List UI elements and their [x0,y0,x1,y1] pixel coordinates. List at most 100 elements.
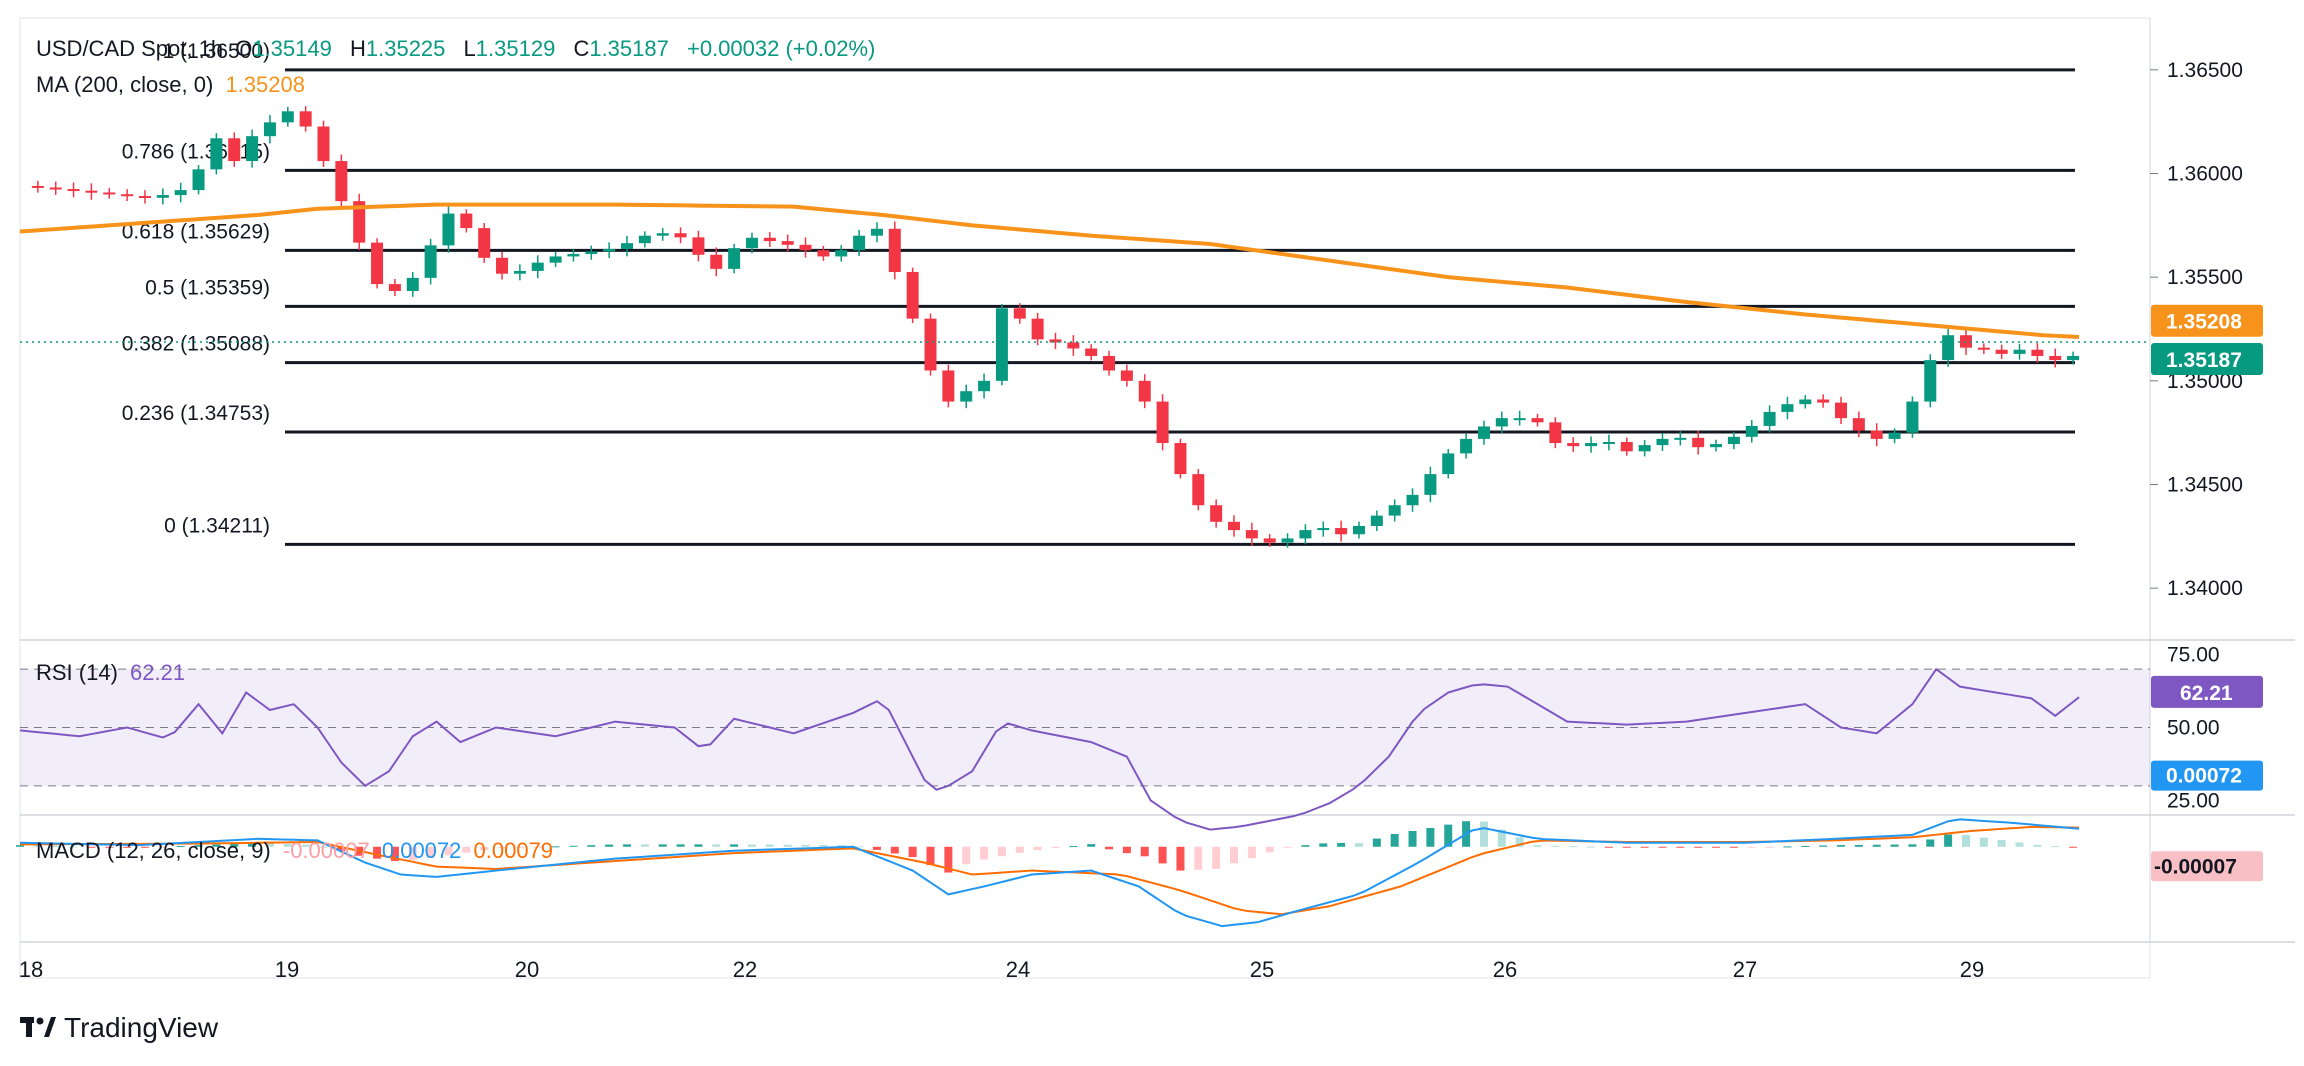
candle-up [995,308,1008,381]
macd-legend[interactable]: MACD (12, 26, close, 9) -0.00007 0.00072… [36,838,559,864]
x-tick-label: 25 [1250,957,1274,982]
open-value: 1.35149 [252,36,332,61]
candle-up [567,253,580,257]
price-badge [2151,304,2263,337]
macd-histogram-bar [819,844,828,847]
candle-down [1049,339,1062,343]
macd-histogram-bar [1033,846,1042,851]
candle-down [1835,402,1848,419]
macd-histogram-bar [480,846,489,851]
macd-histogram-bar [1230,846,1239,864]
macd-histogram-bar [1497,829,1506,847]
rsi-badge [2151,675,2263,708]
macd-histogram-bar [1087,844,1096,847]
macd-histogram-bar [140,846,149,848]
ohlc-legend: USD/CAD Spot, 1h O1.35149 H1.35225 L1.35… [36,36,881,62]
candle-up [585,251,598,254]
candle-down [67,189,80,192]
candle-down [353,201,366,243]
macd-histogram-bar [515,846,524,848]
price-badge-label: 1.35208 [2166,311,2242,334]
fib-label-0.618: 0.618 (1.35629) [122,220,270,243]
macd-histogram-bar [1194,846,1203,870]
candle-up [424,245,437,278]
macd-histogram-bar [1640,846,1649,848]
macd-histogram-bar [1533,845,1542,847]
macd-histogram-bar [51,846,60,848]
macd-histogram-bar [1122,846,1131,854]
macd-histogram-bar [908,846,917,858]
macd-histogram-bar [694,844,703,847]
macd-histogram-bar [2033,844,2042,847]
candle-down [371,242,384,285]
low-value: 1.35129 [475,36,556,61]
candle-up [2013,349,2026,354]
price-tick-label: 1.36000 [2167,163,2243,186]
candle-up [1638,445,1651,452]
macd-histogram-bar [837,845,846,847]
rsi-line [19,667,2080,831]
macd-histogram-bar [408,846,417,861]
macd-histogram-bar [1015,846,1024,853]
candle-up [192,169,205,191]
candle-up [728,248,741,269]
macd-hist-value: -0.00007 [282,838,370,863]
x-tick-label: 22 [733,957,757,982]
candle-down [49,187,62,190]
price-tick-label: 1.34000 [2167,577,2243,600]
macd-histogram-bar [1694,846,1703,848]
macd-histogram-bar [1765,846,1774,848]
candle-up [745,237,758,249]
candle-up [263,122,276,137]
fib-label-0.5: 0.5 (1.35359) [145,276,270,299]
macd-label: MACD (12, 26, close, 9) [36,838,271,863]
rsi-tick-label: 25.00 [2167,789,2220,812]
macd-histogram-bar [1140,846,1149,857]
candle-up [1781,404,1794,412]
symbol-label[interactable]: USD/CAD Spot, 1h [36,36,224,61]
macd-histogram-bar [1872,844,1881,847]
low-label: L [463,36,476,61]
candle-down [763,237,776,242]
macd-histogram-bar [1515,837,1524,847]
axes: 1.36500 1.36000 1.35500 1.35000 1.34500 1.340… [19,59,2263,982]
candle-up [1710,444,1723,448]
candle-down [2049,355,2062,361]
macd-histogram-bar [1247,846,1256,859]
candle-up [1299,530,1312,539]
fib-label-0.236: 0.236 (1.34753) [122,402,270,425]
candle-down [1228,521,1241,531]
candle-down [674,233,687,238]
ma-legend[interactable]: MA (200, close, 0) 1.35208 [36,72,311,98]
rsi-legend[interactable]: RSI (14) 62.21 [36,660,191,686]
macd-histogram-bar [373,846,382,859]
macd-histogram-bar [1819,845,1828,847]
macd-histogram-bar [551,846,560,848]
candle-down [335,161,348,202]
high-label: H [349,36,366,61]
macd-badge [2151,851,2263,882]
macd-histogram-bar [640,844,649,847]
candle-up [1924,360,1937,402]
candle-up [978,380,991,392]
macd-histogram-bar [462,846,471,853]
macd-histogram-bar [747,844,756,847]
tradingview-brand[interactable]: TradingView [20,1012,218,1044]
macd-histogram-bar [2051,846,2060,848]
candle-up [210,138,223,170]
candle-down [317,126,330,162]
candle-down [1620,441,1633,452]
macd-badge-label: -0.00007 [2154,855,2237,878]
rsi-pane [19,667,2150,831]
candle-up [870,228,883,236]
candle-up [1513,418,1526,421]
open-label: O [235,36,253,61]
macd-histogram-bar [301,844,310,847]
candle-down [103,192,116,195]
macd-histogram-bar [123,846,132,848]
x-tick-label: 29 [1960,957,1984,982]
brand-label: TradingView [64,1012,219,1043]
candle-down [138,196,151,199]
macd-histogram-bar [16,845,24,847]
